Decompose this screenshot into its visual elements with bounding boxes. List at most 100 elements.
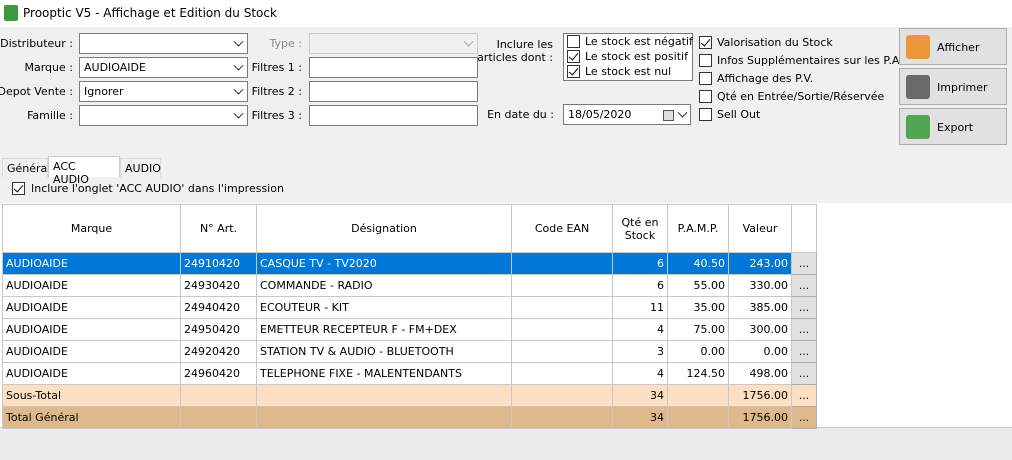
cell: 1756.00: [728, 406, 792, 429]
action-button[interactable]: Imprimer: [899, 68, 1007, 105]
cell: [180, 406, 257, 429]
dropdown-arrow: [677, 107, 688, 118]
cell: AUDIOAIDE: [2, 274, 181, 297]
checkbox[interactable]: [699, 72, 712, 85]
filter-input[interactable]: [309, 57, 478, 78]
type-combo[interactable]: [309, 33, 478, 54]
print-checkbox[interactable]: [12, 182, 25, 195]
cell: 243.00: [728, 252, 792, 275]
cell: CASQUE TV - TV2020: [256, 252, 512, 275]
cell: 1756.00: [728, 384, 792, 407]
tab[interactable]: AUDIO: [120, 158, 161, 177]
column-header: Code EAN: [511, 204, 613, 253]
tab[interactable]: ACC AUDIO: [48, 156, 120, 186]
cell: 24930420: [180, 274, 257, 297]
cell: 24910420: [180, 252, 257, 275]
button-label: Afficher: [937, 41, 980, 54]
cell: 0.00: [728, 340, 792, 363]
filter-label: Famille :: [27, 109, 73, 122]
row-button[interactable]: ...: [791, 406, 817, 429]
table-row[interactable]: AUDIOAIDE 24920420 STATION TV & AUDIO - BL…: [2, 340, 817, 363]
cell: AUDIOAIDE: [2, 362, 181, 385]
date-input[interactable]: 18/05/2020: [563, 104, 691, 125]
checkbox-label: Sell Out: [717, 108, 761, 121]
row-button[interactable]: ...: [791, 384, 817, 407]
action-button[interactable]: Afficher: [899, 28, 1007, 65]
tab[interactable]: Général: [2, 158, 50, 177]
combo-box[interactable]: [79, 33, 248, 54]
row-button[interactable]: ...: [791, 318, 817, 341]
column-header: Marque: [2, 204, 181, 253]
checkbox[interactable]: [567, 65, 580, 78]
table-row[interactable]: AUDIOAIDE 24910420 CASQUE TV - TV2020 6 40.5…: [2, 252, 817, 275]
total-row: Total Général 34 1756.00...: [2, 406, 817, 429]
app-icon: [4, 5, 18, 21]
checkbox[interactable]: [699, 36, 712, 49]
column-header: P.A.M.P.: [667, 204, 729, 253]
cell: Sous-Total: [2, 384, 181, 407]
cell: 24960420: [180, 362, 257, 385]
cell: 34: [612, 406, 668, 429]
cell: [511, 340, 613, 363]
cell: [511, 274, 613, 297]
checkbox-label: Valorisation du Stock: [717, 36, 833, 49]
action-button[interactable]: Export: [899, 108, 1007, 145]
table-row[interactable]: AUDIOAIDE 24940420 ECOUTEUR - KIT 11 35.00 38…: [2, 296, 817, 319]
cell: TELEPHONE FIXE - MALENTENDANTS: [256, 362, 512, 385]
header-row: Marque N° Art. Désignation Code EAN Qté en S…: [2, 204, 817, 253]
cell: AUDIOAIDE: [2, 318, 181, 341]
button-icon: [906, 115, 930, 139]
cell: [256, 406, 512, 429]
combo-box[interactable]: [79, 105, 248, 126]
cell: 35.00: [667, 296, 729, 319]
filter-input[interactable]: [309, 81, 478, 102]
cell: AUDIOAIDE: [2, 296, 181, 319]
subtotal-row: Sous-Total 34 1756.00...: [2, 384, 817, 407]
cell: AUDIOAIDE: [2, 252, 181, 275]
cell: 4: [612, 362, 668, 385]
filter-label: Distributeur :: [0, 37, 73, 50]
checkbox-label: Qté en Entrée/Sortie/Réservée: [717, 90, 885, 103]
combo-box[interactable]: Ignorer: [79, 81, 248, 102]
filter-text-label: Filtres 1 :: [251, 61, 302, 74]
checkbox[interactable]: [699, 90, 712, 103]
checkbox[interactable]: [699, 108, 712, 121]
table-row[interactable]: AUDIOAIDE 24930420 COMMANDE - RADIO 6 55.00 3…: [2, 274, 817, 297]
cell: [511, 406, 613, 429]
checkbox[interactable]: [567, 50, 580, 63]
row-button[interactable]: ...: [791, 362, 817, 385]
cell: 498.00: [728, 362, 792, 385]
combo-box[interactable]: AUDIOAIDE: [79, 57, 248, 78]
row-button[interactable]: ...: [791, 274, 817, 297]
table-row[interactable]: AUDIOAIDE 24960420 TELEPHONE FIXE - MALENT…: [2, 362, 817, 385]
row-button[interactable]: ...: [791, 252, 817, 275]
date-label: En date du :: [487, 108, 554, 121]
row-button[interactable]: ...: [791, 340, 817, 363]
include-label: articles dont :: [477, 51, 553, 64]
filter-label: Depot Vente :: [0, 85, 73, 98]
checkbox[interactable]: [567, 35, 580, 48]
filter-input[interactable]: [309, 105, 478, 126]
cell: [667, 406, 729, 429]
cell: [667, 384, 729, 407]
cell: [511, 384, 613, 407]
dropdown-arrow: [233, 108, 244, 119]
cell: ECOUTEUR - KIT: [256, 296, 512, 319]
cell: 124.50: [667, 362, 729, 385]
table-row[interactable]: AUDIOAIDE 24950420 EMETTEUR RECEPTEUR F - …: [2, 318, 817, 341]
checkbox[interactable]: [699, 54, 712, 67]
print-bar: [0, 177, 1012, 203]
cell: 330.00: [728, 274, 792, 297]
dropdown-arrow: [233, 36, 244, 47]
stock-table: Marque N° Art. Désignation Code EAN Qté en S…: [2, 204, 817, 429]
window-title: Prooptic V5 - Affichage et Edition du St…: [23, 6, 277, 20]
cell: [511, 362, 613, 385]
include-group: [563, 33, 693, 81]
dropdown-arrow: [463, 36, 474, 47]
button-icon: [906, 75, 930, 99]
row-button[interactable]: ...: [791, 296, 817, 319]
cell: [511, 318, 613, 341]
checkbox-label: Le stock est négatif: [585, 35, 693, 48]
filter-text-label: Filtres 3 :: [251, 109, 302, 122]
